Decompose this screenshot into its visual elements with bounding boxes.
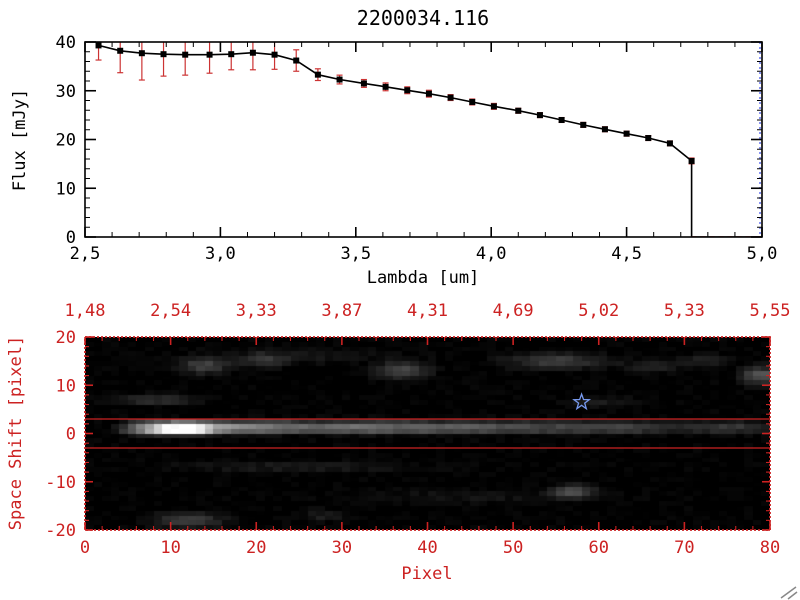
svg-text:4,69: 4,69 — [493, 301, 534, 321]
space-shift-axis-label: Space Shift [pixel] — [6, 335, 26, 531]
svg-text:4,31: 4,31 — [407, 301, 448, 321]
svg-text:10: 10 — [56, 376, 76, 396]
resize-grip-icon[interactable] — [780, 586, 798, 600]
svg-text:-20: -20 — [45, 521, 76, 541]
svg-text:80: 80 — [760, 538, 780, 558]
svg-text:10: 10 — [160, 538, 180, 558]
svg-text:20: 20 — [246, 538, 266, 558]
svg-text:40: 40 — [417, 538, 437, 558]
svg-text:3,33: 3,33 — [236, 301, 277, 321]
svg-text:30: 30 — [332, 538, 352, 558]
svg-text:5,33: 5,33 — [664, 301, 705, 321]
svg-text:50: 50 — [503, 538, 523, 558]
svg-text:0: 0 — [66, 228, 76, 248]
svg-text:30: 30 — [56, 82, 76, 102]
svg-text:5,0: 5,0 — [747, 244, 778, 264]
svg-text:0: 0 — [80, 538, 90, 558]
svg-text:20: 20 — [56, 328, 76, 348]
svg-text:60: 60 — [589, 538, 609, 558]
svg-text:4,0: 4,0 — [476, 244, 507, 264]
svg-text:3,5: 3,5 — [340, 244, 371, 264]
svg-text:40: 40 — [56, 33, 76, 53]
svg-text:70: 70 — [674, 538, 694, 558]
spectral-image-canvas — [85, 337, 770, 530]
svg-text:20: 20 — [56, 131, 76, 151]
star-marker-icon — [572, 392, 592, 411]
svg-text:3,87: 3,87 — [321, 301, 362, 321]
svg-text:-10: -10 — [45, 473, 76, 493]
svg-text:1,48: 1,48 — [65, 301, 106, 321]
svg-text:4,5: 4,5 — [611, 244, 642, 264]
lambda-axis-label: Lambda [um] — [366, 268, 480, 288]
svg-text:3,0: 3,0 — [205, 244, 236, 264]
svg-text:0: 0 — [66, 425, 76, 445]
plot-title: 2200034.116 — [356, 6, 490, 30]
pixel-axis-label: Pixel — [401, 564, 453, 584]
svg-text:2,54: 2,54 — [150, 301, 191, 321]
svg-text:5,02: 5,02 — [578, 301, 619, 321]
svg-text:5,55: 5,55 — [750, 301, 791, 321]
svg-text:2,5: 2,5 — [70, 244, 101, 264]
svg-text:10: 10 — [56, 179, 76, 199]
flux-axis-label: Flux [mJy] — [10, 88, 30, 192]
